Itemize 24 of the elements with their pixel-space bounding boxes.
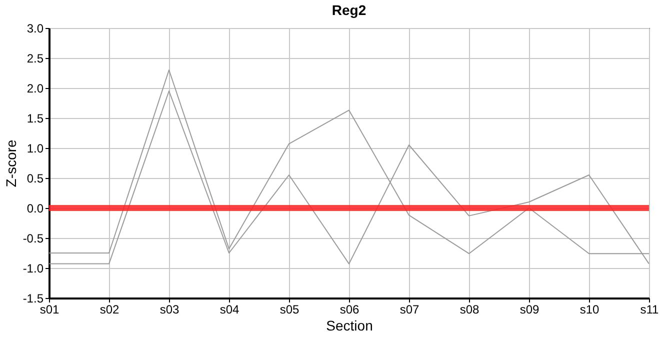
y-tick-label: -1.0 xyxy=(22,262,44,276)
y-tick-label: 3.0 xyxy=(26,22,44,36)
y-tick-label: -1.5 xyxy=(22,292,44,306)
chart-title: Reg2 xyxy=(332,2,366,18)
x-tick-label: s10 xyxy=(580,302,600,316)
x-tick-label: s05 xyxy=(280,302,300,316)
x-tick-label: s01 xyxy=(40,302,60,316)
x-tick-label: s07 xyxy=(400,302,420,316)
x-tick-label: s02 xyxy=(100,302,120,316)
x-tick-label: s11 xyxy=(640,302,660,316)
y-tick-label: 2.0 xyxy=(26,82,44,96)
x-tick-label: s09 xyxy=(520,302,540,316)
y-tick-label: 0.0 xyxy=(26,202,44,216)
y-axis-title: Z-score xyxy=(2,140,19,188)
y-tick-label: 1.0 xyxy=(26,142,44,156)
x-tick-label: s04 xyxy=(220,302,240,316)
y-tick-label: -0.5 xyxy=(22,232,44,246)
x-tick-label: s08 xyxy=(460,302,480,316)
x-tick-label: s06 xyxy=(340,302,360,316)
y-tick-label: 2.5 xyxy=(26,52,44,66)
y-tick-label: 1.5 xyxy=(26,112,44,126)
x-axis-title: Section xyxy=(326,318,373,334)
x-tick-label: s03 xyxy=(160,302,180,316)
y-tick-label: 0.5 xyxy=(26,172,44,186)
